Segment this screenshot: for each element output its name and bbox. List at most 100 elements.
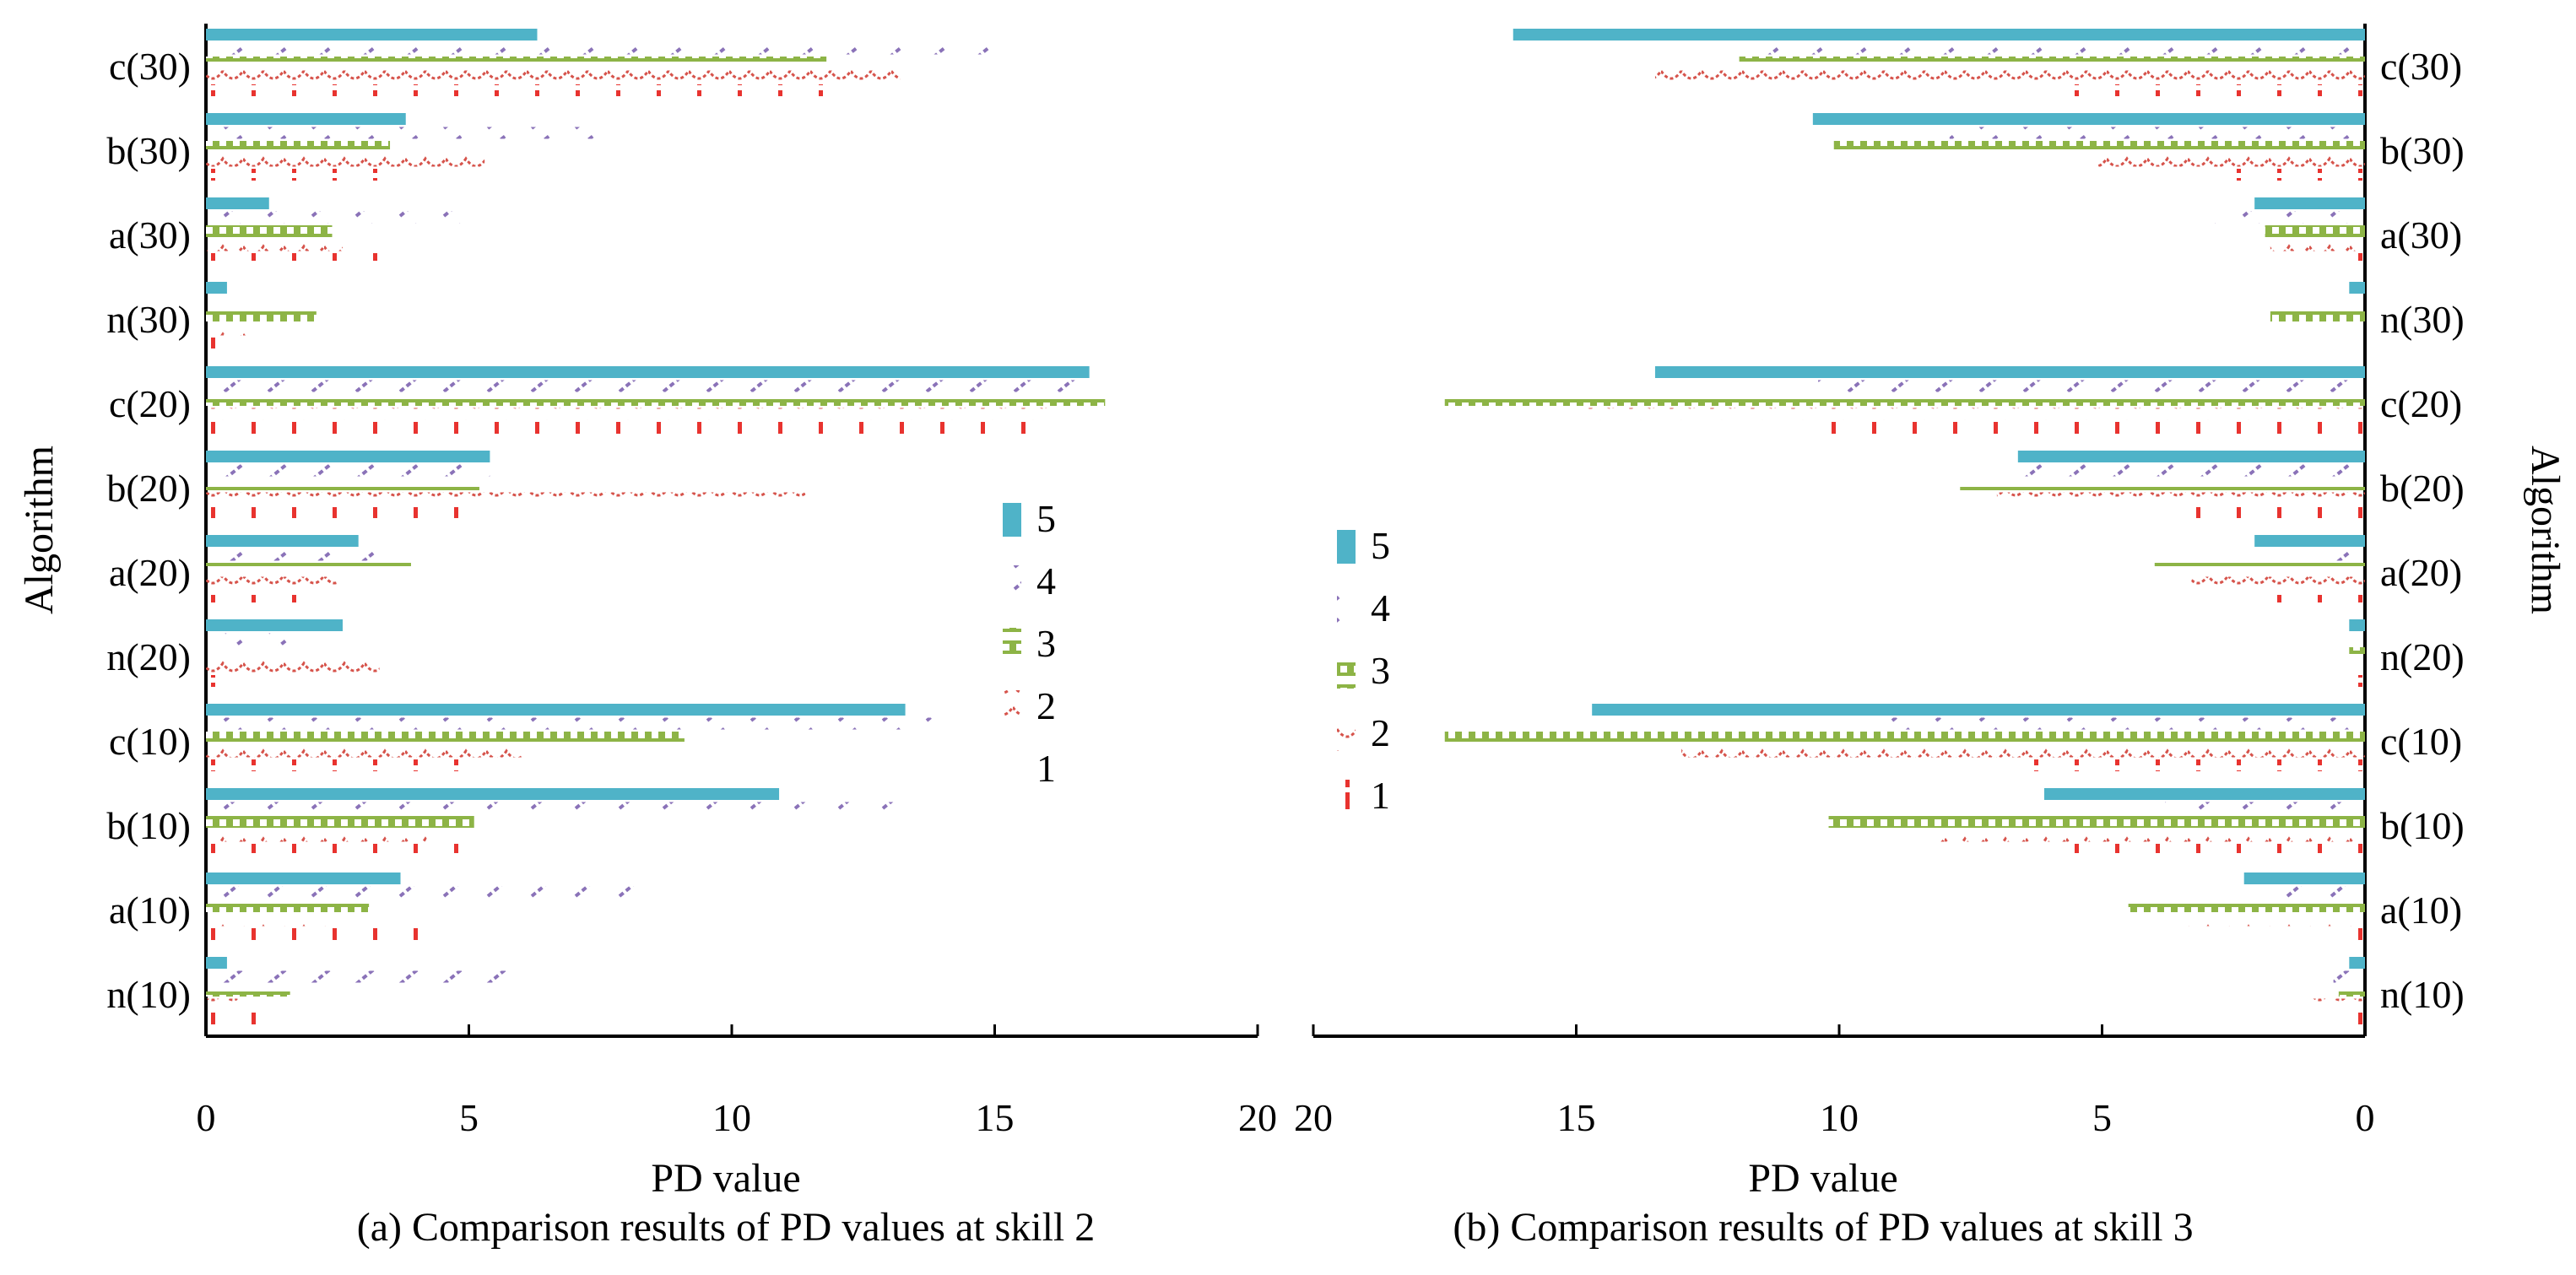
bar-series-5 bbox=[2254, 197, 2365, 209]
bar-series-1 bbox=[1818, 422, 2365, 434]
bar-series-4 bbox=[1818, 380, 2365, 392]
bar-series-1 bbox=[2333, 675, 2365, 687]
bar-series-3 bbox=[206, 563, 411, 575]
bar-series-3 bbox=[2154, 563, 2365, 575]
panel-b-category-labels: n(10) a(10) b(10) c(10) n(20) a(20) b(20) c(20)… bbox=[2380, 45, 2465, 1016]
panel-a-caption: (a) Comparison results of PD values at s… bbox=[357, 1205, 1096, 1250]
bar-series-5 bbox=[206, 873, 401, 884]
bar-series-4 bbox=[2259, 886, 2365, 899]
bar-series-1 bbox=[2059, 84, 2365, 96]
bar-series-1 bbox=[206, 759, 479, 771]
category-label: b(10) bbox=[106, 804, 191, 847]
bar-series-5 bbox=[2349, 619, 2365, 631]
legend-swatch-1 bbox=[1003, 753, 1021, 786]
panel-b-skill-3: 20 15 10 5 0 n(10)a(10)b(10)c(10)n(20)a(20)b… bbox=[1294, 24, 2568, 1250]
bar-series-5 bbox=[206, 957, 227, 969]
bar-series-5 bbox=[2043, 788, 2365, 800]
bar-series-2 bbox=[1654, 70, 2365, 83]
category-label: b(20) bbox=[2380, 467, 2465, 510]
panel-b-x-axis-title: PD value bbox=[1748, 1156, 1897, 1201]
category-label: c(30) bbox=[2380, 45, 2462, 88]
bar-series-2 bbox=[2097, 154, 2365, 167]
bar-series-3 bbox=[2270, 310, 2365, 321]
legend-label-3: 3 bbox=[1371, 649, 1390, 692]
bar-series-3 bbox=[1444, 732, 2365, 743]
x-tick-label: 10 bbox=[1820, 1096, 1859, 1139]
panel-a-x-ticks: 0 5 10 15 20 bbox=[197, 1024, 1277, 1139]
category-label: b(30) bbox=[106, 129, 191, 172]
bar-series-3 bbox=[2128, 900, 2365, 912]
category-label: n(20) bbox=[2380, 635, 2465, 678]
bar-series-3 bbox=[1739, 57, 2365, 68]
x-tick-label: 20 bbox=[1294, 1096, 1333, 1139]
bar-series-4 bbox=[206, 717, 932, 730]
bar-series-2 bbox=[206, 661, 380, 673]
bar-series-3 bbox=[2265, 225, 2365, 237]
bar-series-3 bbox=[206, 310, 317, 321]
bar-series-4 bbox=[206, 970, 528, 983]
bar-series-1 bbox=[206, 338, 222, 349]
panel-b-legend: 5 4 3 2 1 bbox=[1337, 524, 1390, 817]
bar-series-5 bbox=[1513, 29, 2365, 41]
bar-series-4 bbox=[1949, 127, 2365, 139]
legend-label-1: 1 bbox=[1371, 774, 1390, 817]
x-tick-label: 15 bbox=[976, 1096, 1015, 1139]
panel-a-x-axis-title: PD value bbox=[651, 1156, 800, 1201]
legend-swatch-3 bbox=[1003, 628, 1021, 662]
panel-b-x-ticks: 20 15 10 5 0 bbox=[1294, 1024, 2375, 1139]
x-tick-label: 15 bbox=[1557, 1096, 1596, 1139]
bar-series-5 bbox=[2243, 873, 2365, 884]
bar-series-5 bbox=[206, 197, 269, 209]
legend-label-5: 5 bbox=[1036, 497, 1056, 540]
bar-series-3 bbox=[206, 57, 827, 68]
bar-series-1 bbox=[206, 169, 391, 181]
panel-a-bars bbox=[206, 29, 1106, 1024]
panel-b-bars bbox=[1444, 29, 2365, 1024]
x-tick-label: 5 bbox=[2092, 1096, 2112, 1139]
bar-series-1 bbox=[206, 422, 1053, 434]
bar-series-1 bbox=[206, 844, 474, 856]
bar-series-3 bbox=[206, 900, 370, 912]
bar-series-3 bbox=[1444, 394, 2365, 406]
bar-series-2 bbox=[206, 829, 427, 842]
category-label: c(20) bbox=[2380, 382, 2462, 425]
bar-series-1 bbox=[206, 84, 853, 96]
category-label: b(20) bbox=[106, 467, 191, 510]
bar-series-3 bbox=[206, 478, 479, 490]
bar-series-3 bbox=[206, 225, 333, 237]
bar-series-1 bbox=[206, 591, 306, 602]
category-label: n(30) bbox=[2380, 298, 2465, 341]
bar-series-3 bbox=[206, 394, 1106, 406]
category-label: c(30) bbox=[109, 45, 191, 88]
category-label: b(30) bbox=[2380, 129, 2465, 172]
bar-series-5 bbox=[2349, 957, 2365, 969]
bar-series-5 bbox=[206, 29, 538, 41]
bar-series-2 bbox=[2180, 914, 2365, 927]
legend-swatch-2 bbox=[1337, 717, 1356, 751]
legend-swatch-1 bbox=[1337, 780, 1356, 813]
bar-series-5 bbox=[206, 366, 1090, 378]
bar-series-4 bbox=[206, 211, 479, 224]
bar-series-1 bbox=[2328, 1013, 2365, 1024]
bar-series-2 bbox=[206, 492, 806, 505]
bar-series-1 bbox=[206, 253, 391, 265]
legend-swatch-4 bbox=[1003, 565, 1021, 599]
bar-series-2 bbox=[1996, 492, 2365, 505]
bar-series-4 bbox=[206, 886, 643, 899]
panel-b-caption: (b) Comparison results of PD values at s… bbox=[1453, 1205, 2193, 1250]
bar-series-2 bbox=[1939, 829, 2365, 842]
bar-series-1 bbox=[206, 928, 427, 940]
bar-series-4 bbox=[206, 802, 906, 814]
legend-swatch-5 bbox=[1003, 503, 1021, 537]
x-tick-label: 20 bbox=[1238, 1096, 1277, 1139]
bar-series-2 bbox=[206, 914, 327, 927]
bar-series-2 bbox=[206, 408, 1053, 420]
bar-series-2 bbox=[206, 70, 901, 83]
legend-swatch-4 bbox=[1337, 592, 1356, 626]
bar-series-4 bbox=[2333, 548, 2365, 561]
bar-series-5 bbox=[1812, 113, 2365, 125]
panel-a-category-labels: n(10) a(10) b(10) c(10) n(20) a(20) b(20) c(20)… bbox=[106, 45, 191, 1016]
bar-series-2 bbox=[2307, 998, 2365, 1011]
bar-series-2 bbox=[2191, 576, 2365, 589]
